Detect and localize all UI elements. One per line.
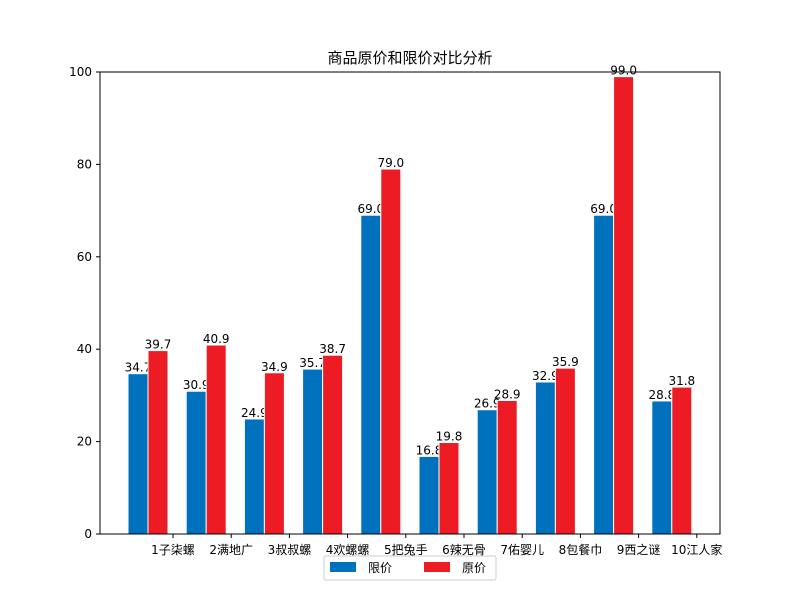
chart-title: 商品原价和限价对比分析 — [327, 49, 492, 67]
bar-limit — [593, 214, 615, 535]
bar-limit — [127, 373, 149, 535]
bar-original — [438, 442, 460, 535]
x-tick-label: 3叔叔螺 — [268, 543, 312, 557]
bar-limit — [243, 418, 265, 535]
y-tick-label: 40 — [77, 342, 92, 356]
bar-value-label: 99.0 — [610, 64, 637, 78]
bar-limit — [302, 368, 324, 535]
x-tick-label: 8包餐巾 — [559, 542, 603, 557]
bar-original — [147, 350, 169, 535]
x-tick-label: 5把兔手 — [384, 542, 428, 557]
bar-original — [322, 354, 344, 535]
bar-value-label: 32.9 — [532, 369, 559, 383]
bar-value-label: 69.0 — [357, 202, 384, 216]
bar-original — [613, 76, 635, 535]
legend: 限价 原价 — [323, 555, 497, 581]
bar-value-label: 28.8 — [648, 388, 675, 402]
bar-value-label: 35.9 — [552, 355, 579, 369]
bar-value-label: 79.0 — [377, 156, 404, 170]
bar-value-label: 34.7 — [125, 361, 152, 375]
bar-value-label: 39.7 — [145, 338, 172, 352]
bar-value-label: 31.8 — [668, 374, 695, 388]
x-tick-label: 4欢螺螺 — [326, 542, 370, 557]
bar-original — [380, 168, 402, 535]
x-tick-label: 2满地广 — [209, 543, 253, 557]
legend-swatch — [424, 562, 450, 572]
x-tick-label: 6辣无骨 — [442, 543, 486, 557]
bars-group: 34.7 39.7 30.9 40.9 24.9 34.9 35.738.7 69.0 79.0… — [125, 64, 695, 535]
bar-value-label: 19.8 — [436, 430, 463, 444]
x-tick-label: 9西之谜 — [617, 543, 661, 557]
bar-value-label: 16.8 — [416, 443, 443, 457]
y-tick-label: 20 — [77, 435, 92, 449]
bar-value-label: 24.9 — [241, 406, 268, 420]
bar-original — [671, 386, 693, 535]
legend-label: 限价 — [368, 561, 392, 575]
bar-original — [205, 344, 227, 535]
bar-limit — [476, 409, 498, 535]
x-tick-label: 10江人家 — [671, 542, 722, 557]
plot-frame — [99, 71, 721, 535]
bar-value-label: 34.9 — [261, 360, 288, 374]
bar-limit — [360, 214, 382, 535]
y-axis: 0 20 40 60 80 100 — [69, 65, 100, 541]
bar-value-label: 26.9 — [474, 397, 501, 411]
bar-limit — [534, 381, 556, 535]
bar-limit — [185, 390, 207, 535]
y-tick-label: 60 — [77, 250, 92, 264]
bar-limit — [651, 400, 673, 535]
x-tick-label: 1子柒螺 — [151, 543, 195, 557]
bar-value-label: 28.9 — [494, 387, 521, 401]
bar-original — [554, 367, 576, 535]
bar-value-label: 40.9 — [203, 332, 230, 346]
x-tick-label: 7佑婴儿 — [500, 543, 544, 557]
bar-value-label: 69.0 — [590, 202, 617, 216]
legend-box — [323, 555, 497, 581]
legend-swatch — [330, 562, 356, 572]
bar-original — [263, 372, 285, 535]
bar-limit — [418, 455, 440, 535]
bar-value-label: 38.7 — [319, 342, 346, 356]
x-axis: 1子柒螺 2满地广 3叔叔螺 4欢螺螺 5把兔手 6辣无骨 7佑婴儿 8包餐巾 9西之谜 10江人… — [151, 534, 722, 557]
legend-label: 原价 — [462, 561, 486, 575]
bar-value-label: 30.9 — [183, 378, 210, 392]
y-tick-label: 0 — [84, 527, 92, 541]
bar-value-label: 35.7 — [299, 356, 326, 370]
bar-original — [496, 399, 518, 535]
y-tick-label: 100 — [69, 65, 92, 79]
y-tick-label: 80 — [77, 157, 92, 171]
